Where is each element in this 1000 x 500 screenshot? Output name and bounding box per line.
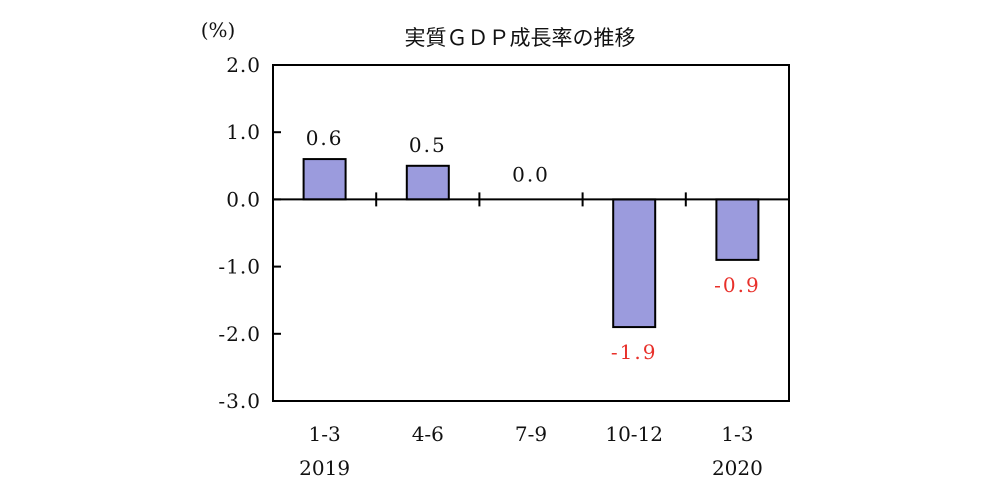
bar-3 (612, 198, 657, 329)
y-tick-label: 0.0 (226, 187, 261, 211)
data-label: -0.9 (714, 273, 761, 297)
data-label: 0.6 (306, 126, 344, 150)
x-year-label: 2019 (299, 456, 350, 480)
y-tick-label: -1.0 (218, 255, 261, 279)
x-tick-label: 1-3 (721, 422, 753, 446)
chart-title: 実質ＧＤＰ成長率の推移 (405, 26, 636, 50)
x-tick-label: 7-9 (515, 422, 547, 446)
data-label: 0.5 (409, 133, 447, 157)
x-year-label: 2020 (712, 456, 763, 480)
plot-frame (272, 64, 790, 402)
y-axis-unit-label: (%) (201, 18, 236, 42)
data-label: -1.9 (611, 340, 658, 364)
y-tick-label: 1.0 (226, 120, 261, 144)
x-tick-label: 4-6 (412, 422, 444, 446)
x-tick-label: 1-3 (308, 422, 340, 446)
y-tick-label: 2.0 (226, 53, 261, 77)
bar-1 (405, 164, 450, 201)
data-label: 0.0 (512, 162, 550, 186)
bar-4 (715, 198, 760, 261)
bar-0 (302, 158, 347, 201)
y-tick-label: -3.0 (218, 389, 261, 413)
y-tick-label: -2.0 (218, 322, 261, 346)
plot-area: 2.0 1.0 0.0 -1.0 -2.0 -3.0 1-3 2019 4-6 7-9 10-12 1… (218, 53, 790, 480)
x-tick-label: 10-12 (605, 422, 663, 446)
